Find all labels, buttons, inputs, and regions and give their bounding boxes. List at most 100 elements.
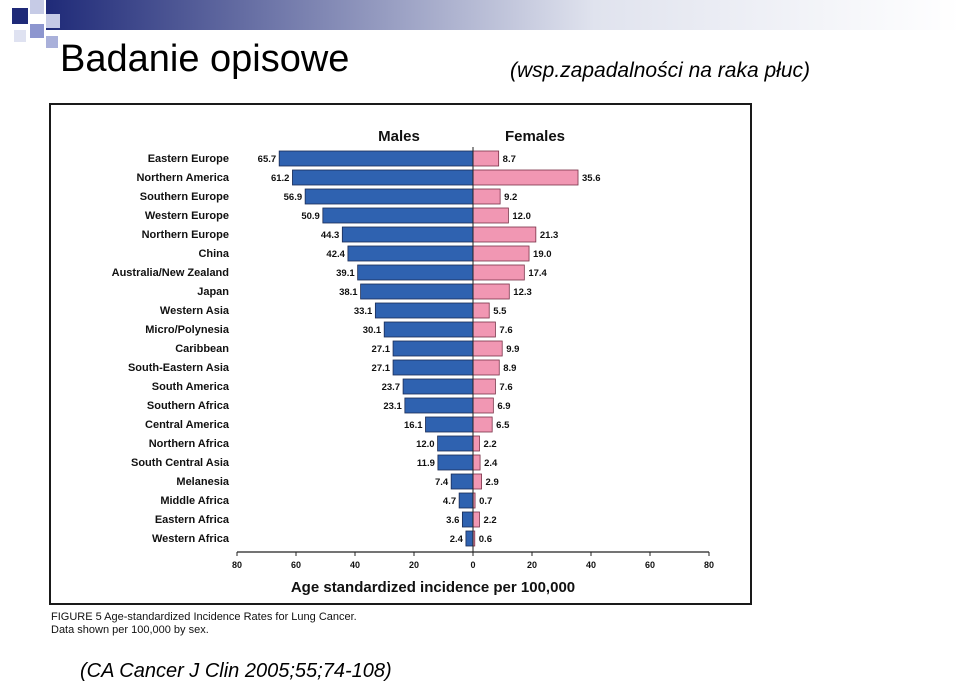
data-label-females: 7.6 [499, 382, 512, 393]
data-label-females: 0.6 [479, 534, 492, 545]
data-label-females: 9.9 [506, 344, 519, 355]
bar-females [472, 416, 493, 433]
bar-males [341, 226, 474, 243]
data-label-males: 61.2 [271, 173, 290, 184]
bar-males [425, 416, 474, 433]
header-gradient-bar [46, 0, 960, 30]
bar-females [472, 397, 494, 414]
category-label: South America [152, 381, 230, 393]
category-label: Eastern Africa [155, 514, 230, 526]
bar-females [472, 435, 480, 452]
category-label: Northern Africa [149, 438, 230, 450]
data-label-males: 50.9 [301, 211, 320, 222]
category-label: Melanesia [176, 476, 229, 488]
bar-females [472, 302, 490, 319]
bar-females [472, 511, 480, 528]
data-label-females: 2.4 [484, 458, 498, 469]
x-tick-label: 20 [409, 560, 419, 570]
slide-subtitle: (wsp.zapadalności na raka płuc) [510, 59, 810, 82]
bar-males [437, 454, 474, 471]
bar-males [465, 530, 474, 547]
bar-females [472, 264, 525, 281]
data-label-females: 9.2 [504, 192, 517, 203]
bar-males [347, 245, 474, 262]
data-label-males: 39.1 [336, 268, 355, 279]
figure-caption-line-2: Data shown per 100,000 by sex. [51, 624, 209, 636]
data-label-males: 56.9 [284, 192, 303, 203]
bar-males [383, 321, 474, 338]
bar-males [461, 511, 474, 528]
category-label: Central America [145, 419, 230, 431]
data-label-females: 8.9 [503, 363, 516, 374]
deco-square-mid [46, 36, 58, 48]
category-label: Australia/New Zealand [112, 267, 229, 279]
category-label: Caribbean [175, 343, 229, 355]
legend-females: Females [505, 128, 565, 145]
data-label-males: 27.1 [372, 363, 391, 374]
deco-square-dark [12, 8, 28, 24]
bar-males [292, 169, 474, 186]
bar-males [278, 150, 474, 167]
data-label-females: 17.4 [528, 268, 547, 279]
category-label: Northern Europe [142, 229, 229, 241]
x-tick-label: 40 [350, 560, 360, 570]
bar-males [437, 435, 474, 452]
bar-males [458, 492, 474, 509]
category-label: Western Africa [152, 533, 230, 545]
category-label: South-Eastern Asia [128, 362, 230, 374]
x-tick-label: 80 [704, 560, 714, 570]
bar-males [357, 264, 474, 281]
data-label-females: 0.7 [479, 496, 492, 507]
data-label-males: 3.6 [446, 515, 459, 526]
bar-females [472, 207, 509, 224]
data-label-females: 6.5 [496, 420, 510, 431]
data-label-females: 5.5 [493, 306, 507, 317]
bar-males [360, 283, 474, 300]
category-label: Western Europe [145, 210, 229, 222]
data-label-females: 35.6 [582, 173, 601, 184]
citation: (CA Cancer J Clin 2005;55;74-108) [80, 660, 392, 682]
legend-males: Males [378, 128, 420, 145]
data-label-males: 42.4 [326, 249, 345, 260]
data-label-males: 12.0 [416, 439, 435, 450]
data-label-males: 38.1 [339, 287, 358, 298]
bar-females [472, 169, 579, 186]
bar-females [472, 378, 496, 395]
bar-females [472, 359, 500, 376]
category-label: Southern Africa [147, 400, 230, 412]
bar-males [374, 302, 474, 319]
data-label-males: 23.1 [383, 401, 402, 412]
slide-title: Badanie opisowe [60, 38, 350, 80]
bar-males [450, 473, 474, 490]
bar-males [322, 207, 474, 224]
category-label: China [198, 248, 229, 260]
bar-males [304, 188, 474, 205]
data-label-females: 12.0 [512, 211, 531, 222]
data-label-males: 2.4 [450, 534, 464, 545]
deco-square-light [46, 14, 60, 28]
bar-females [472, 454, 481, 471]
data-label-females: 6.9 [497, 401, 510, 412]
category-label: Eastern Europe [148, 153, 229, 165]
bar-females [472, 188, 501, 205]
deco-square-light [14, 30, 26, 42]
data-label-females: 8.7 [503, 154, 516, 165]
bar-females [472, 226, 537, 243]
bar-females [472, 150, 500, 167]
bar-females [472, 283, 510, 300]
bar-males [392, 340, 474, 357]
bar-males [404, 397, 474, 414]
x-tick-label: 80 [232, 560, 242, 570]
category-label: Southern Europe [140, 191, 229, 203]
data-label-females: 19.0 [533, 249, 552, 260]
figure-caption-line-1: FIGURE 5 Age-standardized Incidence Rate… [51, 611, 357, 623]
bar-males [392, 359, 474, 376]
data-label-males: 16.1 [404, 420, 423, 431]
data-label-males: 23.7 [382, 382, 401, 393]
x-tick-label: 0 [470, 560, 475, 570]
x-tick-label: 20 [527, 560, 537, 570]
data-label-females: 12.3 [513, 287, 532, 298]
deco-square-mid [30, 24, 44, 38]
bar-females [472, 340, 503, 357]
data-label-females: 2.9 [486, 477, 499, 488]
